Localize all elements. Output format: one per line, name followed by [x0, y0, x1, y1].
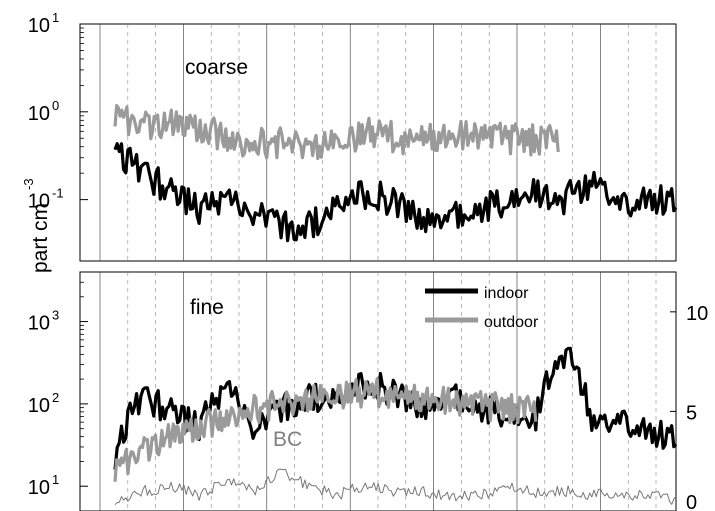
y-tick-label: 10	[28, 15, 50, 37]
y2-tick-label: 10	[686, 303, 708, 325]
series-outdoor-line	[113, 377, 538, 482]
legend: indoor outdoor	[425, 285, 539, 331]
series-indoor-line	[113, 142, 678, 243]
y-tick-exponent: 3	[52, 308, 59, 323]
y-axis-title-text: part cm	[29, 203, 52, 273]
fine-panel-label: fine	[190, 296, 224, 319]
y2-tick-label: 0	[686, 492, 697, 511]
y-tick-label: 10	[28, 191, 50, 213]
series-indoor-line	[113, 346, 678, 470]
y-axis-title-exponent: -3	[21, 178, 36, 190]
y2-tick-label: 5	[686, 402, 697, 424]
legend-outdoor-label: outdoor	[484, 314, 539, 331]
y-tick-exponent: 1	[52, 472, 59, 487]
legend-indoor-label: indoor	[484, 285, 529, 302]
y-tick-label: 10	[28, 477, 50, 499]
y-tick-exponent: 0	[52, 98, 59, 113]
y-tick-label: 10	[28, 313, 50, 335]
series-bc-line	[114, 468, 677, 506]
y-tick-label: 10	[28, 395, 50, 417]
y-tick-exponent: -1	[52, 186, 64, 201]
series-outdoor-line	[113, 103, 560, 161]
bc-annotation: BC	[273, 428, 302, 451]
coarse-panel-label: coarse	[185, 56, 248, 79]
y-axis-title: part cm -3	[21, 178, 52, 273]
y-tick-label: 10	[28, 103, 50, 125]
y-tick-exponent: 1	[52, 10, 59, 25]
y-tick-exponent: 2	[52, 390, 59, 405]
